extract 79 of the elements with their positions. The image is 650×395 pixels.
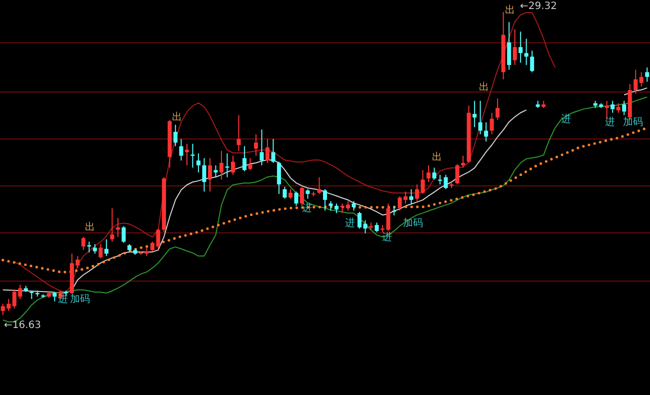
candlestick [276,161,281,194]
candlestick [81,236,86,251]
candlestick [260,128,264,166]
annotation: 出 [172,111,182,123]
candlestick [236,114,241,152]
candlestick [518,31,523,64]
candlestick [271,138,276,164]
candlestick [415,184,420,202]
candlestick [288,188,292,200]
candlestick [484,122,488,142]
annotation: 加码 [70,293,90,305]
candlestick [92,244,97,254]
candlestick [420,170,425,194]
annotation: 进 [302,202,312,214]
candlestick [639,72,644,87]
candlestick [461,155,466,168]
candlestick [52,291,57,302]
candlestick [472,100,477,128]
candlestick [208,158,212,192]
candlestick [322,188,328,212]
annotation: 加码 [623,116,643,128]
candlestick [524,38,528,66]
candlestick [496,98,500,120]
annotation: 进 [561,113,571,125]
candlestick [374,222,379,233]
candlestick [196,152,200,173]
candlestick [219,150,224,180]
candlestick [363,220,368,234]
candlestick [104,238,108,257]
candlestick [444,174,448,190]
candlestick [352,200,356,212]
candlestick [530,50,534,73]
candlestick [328,200,333,212]
candlestick [426,164,431,183]
annotation: 进 [58,293,68,305]
candlestick [358,211,362,230]
candlestick [116,217,120,238]
candlestick [490,112,494,135]
annotation: 出 [85,221,95,233]
candlestick [173,124,178,147]
annotation: 出 [479,81,489,93]
candlestick [254,134,258,156]
annotation: 进 [345,217,355,229]
candlestick [282,186,287,200]
candlestick [616,102,620,114]
candlestick [294,191,298,206]
candlestick [110,208,114,242]
annotation: 加码 [403,217,423,229]
annotation: 出 [505,4,515,16]
candlestick [622,100,626,116]
candlestick [392,205,396,216]
annotation: ←29.32 [520,1,558,12]
candlestick [317,176,322,194]
candlestick [122,226,126,244]
candlestick [634,69,638,94]
candlestick [214,164,218,178]
text: ←16.63 [4,320,42,331]
candlestick [507,22,512,70]
annotation: 进 [605,116,615,128]
candlestick [230,155,235,176]
candlestick [438,174,442,185]
candlestick [202,158,206,192]
candlestick [645,66,650,82]
candlestick [512,28,517,66]
candlestick [432,167,436,180]
candlestick [98,244,103,259]
candlestick [179,138,184,162]
candlestick [455,164,460,185]
candlestick [242,146,246,172]
candlestick [386,202,390,232]
candlestick [409,188,414,204]
candlestick [248,158,252,171]
candlestick [610,100,615,114]
candlestick [265,138,270,164]
annotation: 出 [432,151,442,163]
candlestick [478,100,482,135]
annotation: 进 [382,231,392,243]
candlestick [334,202,339,214]
candlestick [306,188,310,200]
